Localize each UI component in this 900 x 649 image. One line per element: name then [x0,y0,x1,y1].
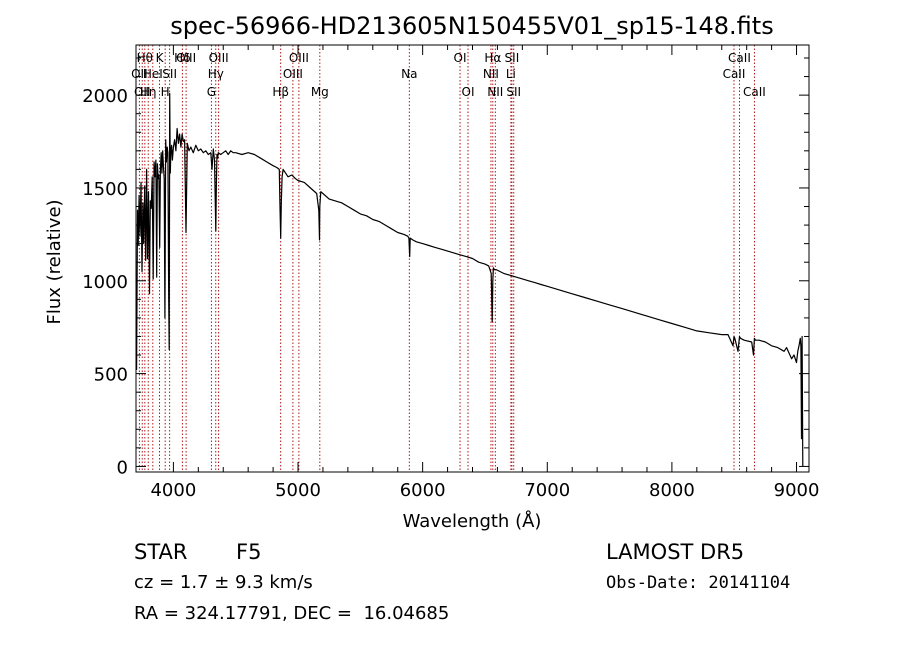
x-tick-label: 9000 [774,480,820,501]
line-marker-label: OII [131,67,148,81]
line-marker-label: Hα [484,51,501,65]
y-tick-label: 0 [117,457,128,478]
x-tick-label: 6000 [400,480,446,501]
x-tick-label: 7000 [524,480,570,501]
line-marker-label: G [207,85,216,99]
axis-ticks [136,45,809,472]
line-marker-label: OI [454,51,467,65]
line-marker-label: Mg [311,85,329,99]
obs-date: Obs-Date: 20141104 [606,573,791,593]
object-subclass: F5 [236,540,262,564]
x-tick-label: 4000 [150,480,196,501]
spectrum-line [136,92,804,467]
line-marker-label: Hη [140,85,157,99]
line-marker-label: SII [506,85,521,99]
line-marker-label: NII [487,85,503,99]
line-marker-label: Hγ [208,67,224,81]
line-marker-labels: OIIOIIHθHηHeIKHSIIHδOIIIGHγOIIIHβOIIIOII… [131,51,766,99]
x-tick-label: 5000 [275,480,321,501]
x-tick-label: 8000 [649,480,695,501]
line-marker-label: CaII [743,85,766,99]
y-axis-label: Flux (relative) [44,199,65,324]
line-marker-label: K [156,51,165,65]
line-marker-label: OIII [289,51,309,65]
line-marker-label: H [161,85,170,99]
survey-name: LAMOST DR5 [606,540,745,564]
velocity-readout: cz = 1.7 ± 9.3 km/s [134,572,313,593]
y-axis-tick-labels: 0 500 1000 1500 2000 [82,86,128,478]
y-tick-label: 2000 [82,86,128,107]
line-marker-label: OI [462,85,475,99]
line-marker-label: Na [401,67,417,81]
line-marker-label: SII [162,67,177,81]
line-marker-label: CaII [723,67,746,81]
coordinates: RA = 324.17791, DEC = 16.04685 [134,603,450,624]
line-marker-label: OIII [176,51,196,65]
x-axis-tick-labels: 4000 5000 6000 7000 8000 9000 [150,480,819,501]
line-marker-label: Hθ [137,51,153,65]
line-marker-label: HeI [143,67,163,81]
y-tick-label: 500 [94,365,128,386]
line-marker-label: OIII [283,67,303,81]
y-tick-label: 1000 [82,272,128,293]
line-marker-label: OIII [209,51,229,65]
x-axis-label: Wavelength (Å) [403,510,542,532]
line-marker-label: NII [483,67,499,81]
line-marker-label: CaII [728,51,751,65]
object-class: STAR [134,540,188,564]
line-marker-label: Hδ [174,51,190,65]
chart-title: spec-56966-HD213605N150455V01_sp15-148.f… [170,12,773,40]
line-marker-label: Hβ [272,85,289,99]
line-marker-label: Li [506,67,516,81]
y-tick-label: 1500 [82,179,128,200]
line-marker-layer [138,45,755,472]
line-marker-label: SII [505,51,520,65]
